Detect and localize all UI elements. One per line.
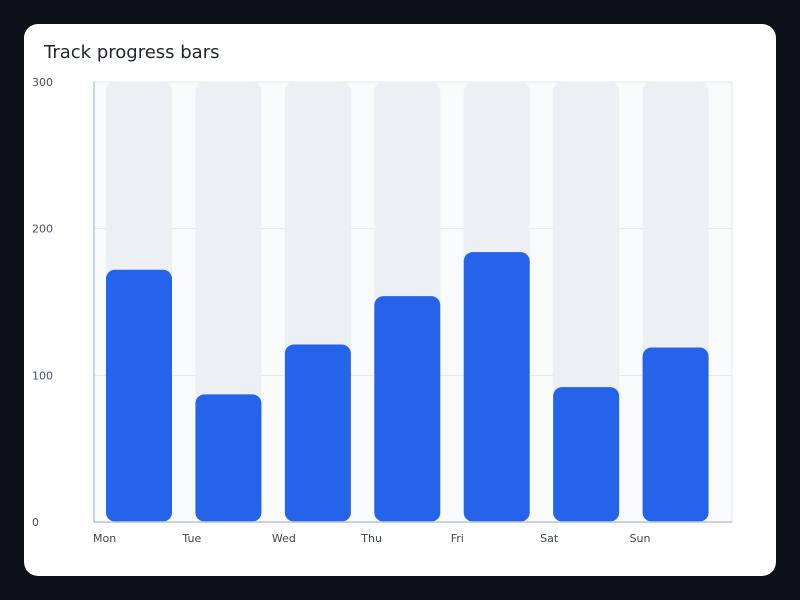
bar-sun xyxy=(642,347,709,522)
y-tick-100: 100 xyxy=(32,369,53,382)
y-tick-200: 200 xyxy=(32,223,53,236)
x-tick-fri: Fri xyxy=(451,532,464,545)
bar-wed xyxy=(284,344,351,522)
x-tick-mon: Mon xyxy=(93,532,116,545)
chart-title: Track progress bars xyxy=(44,42,220,63)
bar-mon xyxy=(106,269,172,522)
x-tick-sun: Sun xyxy=(630,532,651,545)
bar-tue xyxy=(195,394,262,522)
bar-chart: Mon Tue Wed Thu Fri Sat Sun 0 100 200 300 xyxy=(32,76,733,545)
x-tick-tue: Tue xyxy=(181,532,201,545)
bar-fri xyxy=(463,252,530,522)
bar-sat xyxy=(553,387,620,522)
y-tick-300: 300 xyxy=(32,76,53,89)
bar-thu xyxy=(374,296,441,522)
chart-card: Track progress bars Mon Tue Wed Thu Fri Sat Su… xyxy=(24,24,776,576)
x-tick-thu: Thu xyxy=(360,532,382,545)
y-tick-0: 0 xyxy=(32,516,39,529)
x-tick-sat: Sat xyxy=(540,532,559,545)
x-tick-wed: Wed xyxy=(272,532,296,545)
